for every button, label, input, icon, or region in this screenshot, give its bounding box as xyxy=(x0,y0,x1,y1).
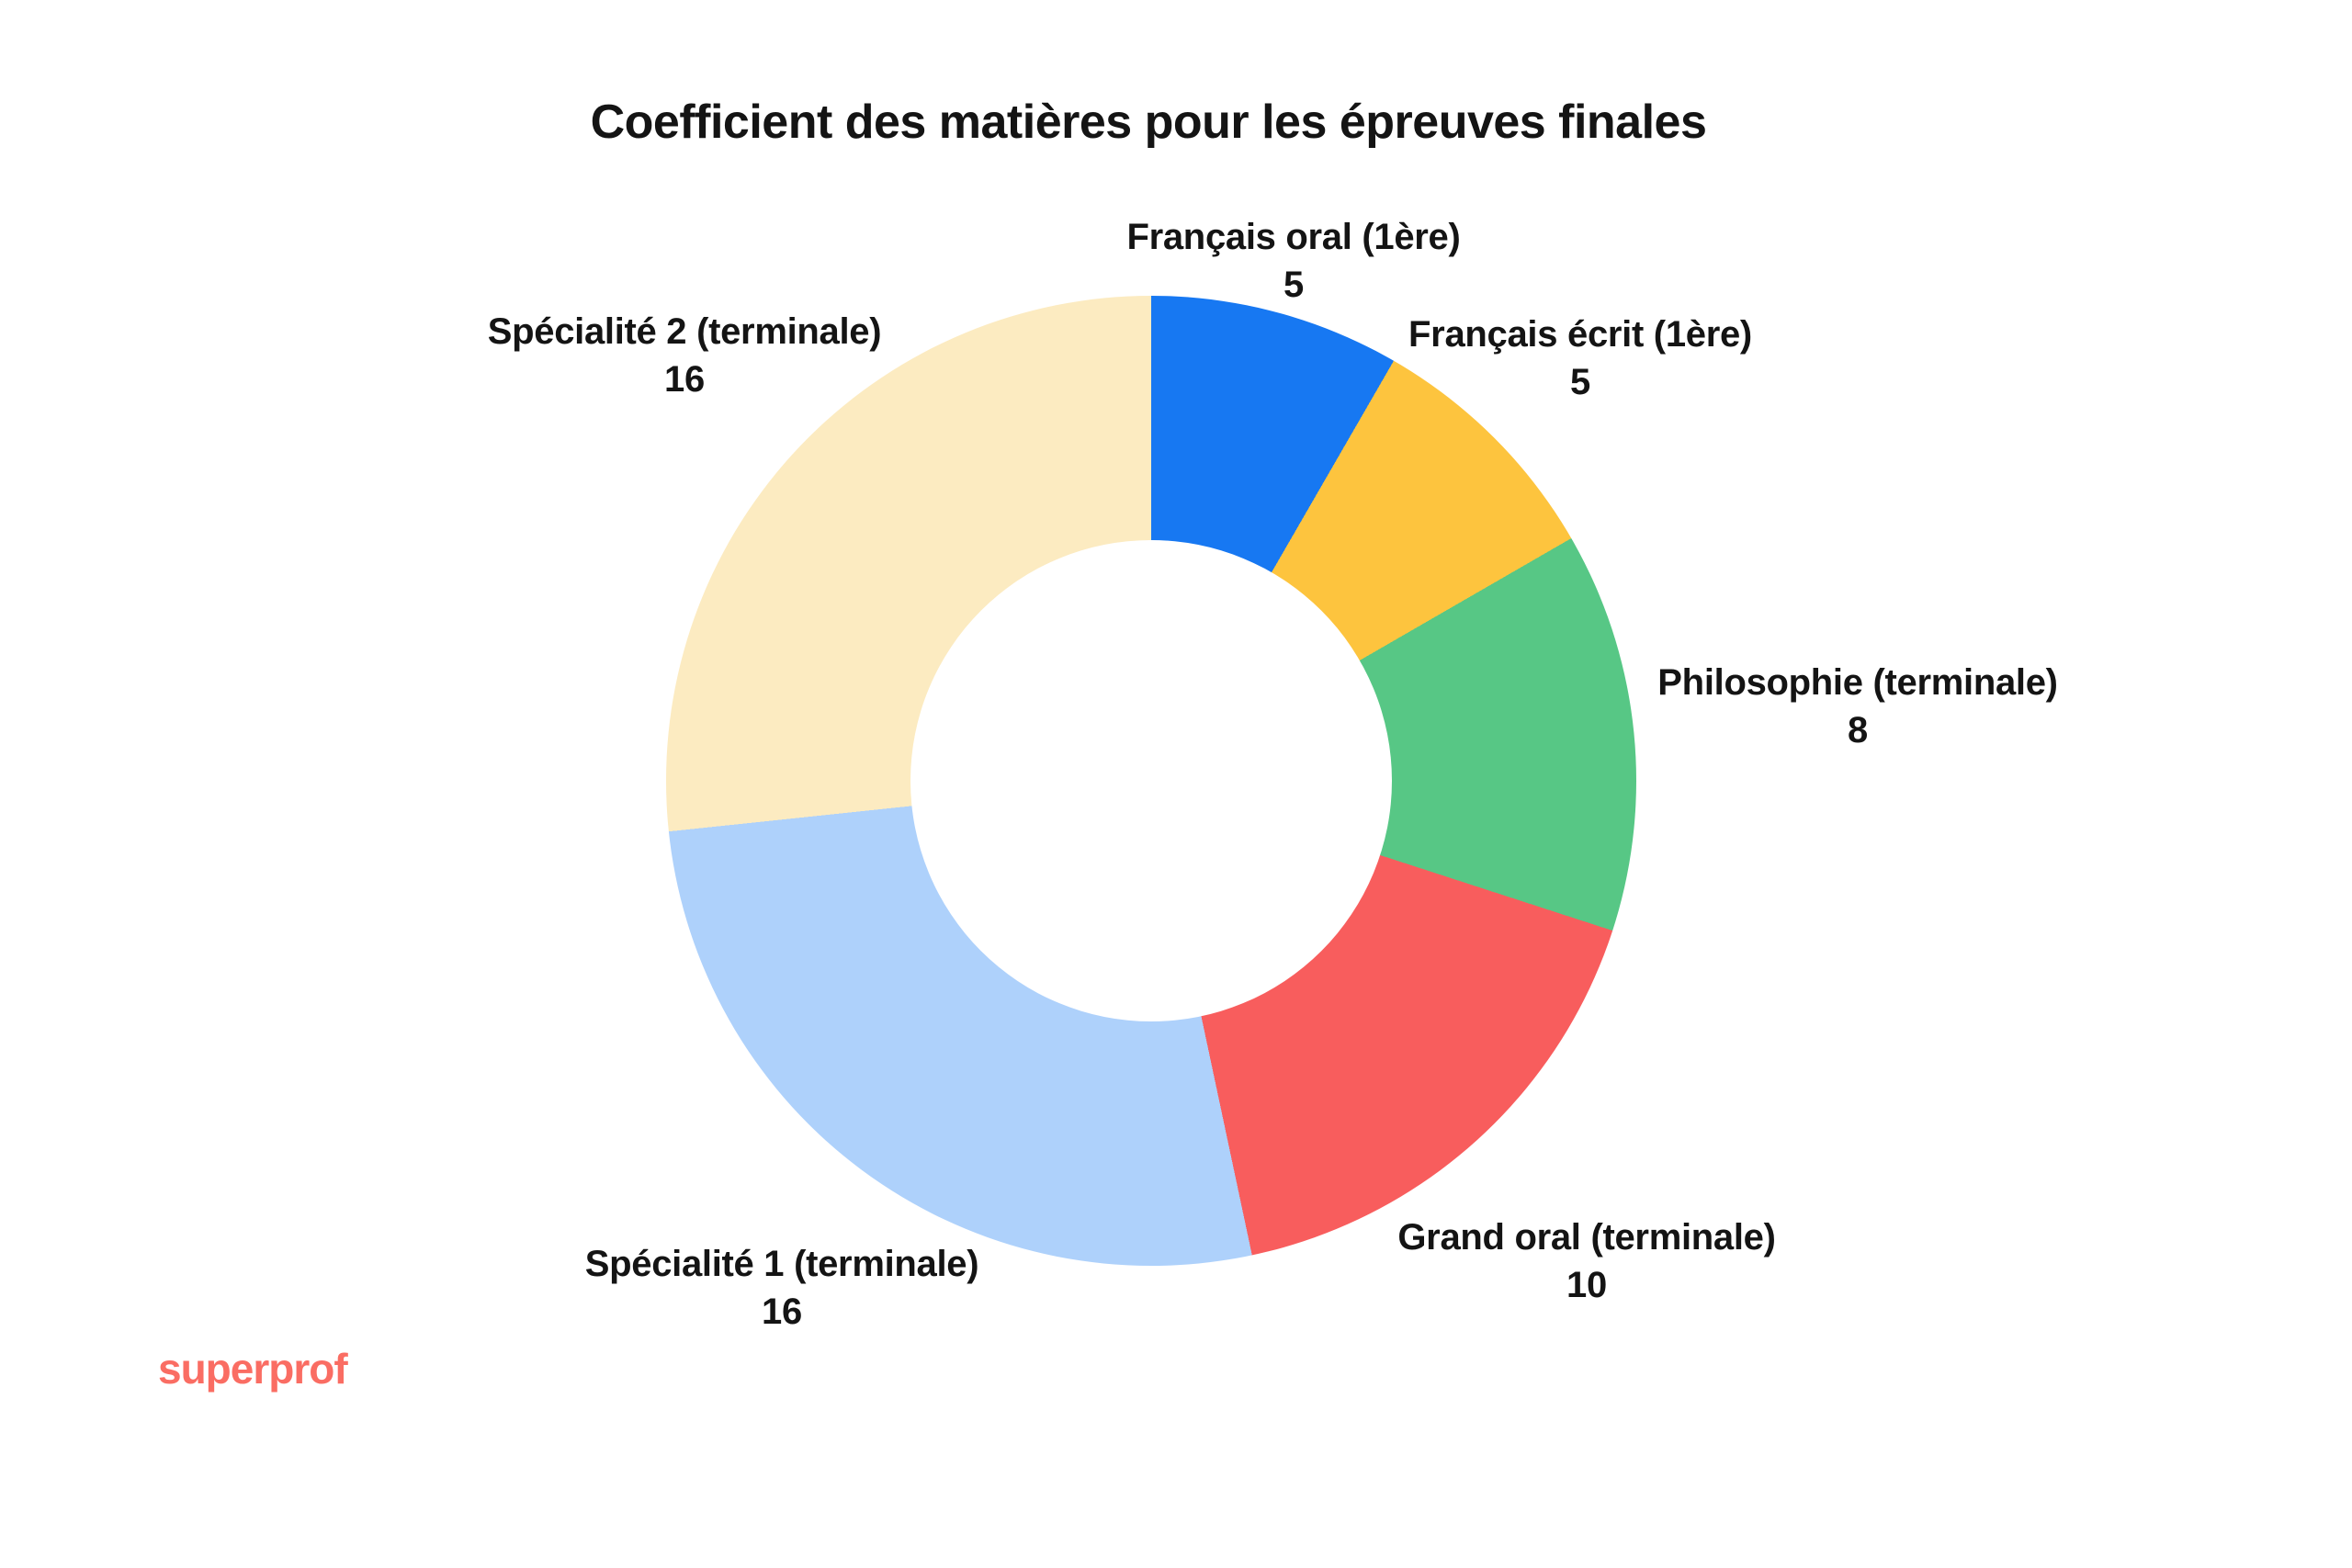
donut-hole xyxy=(910,540,1392,1021)
segment-name: Français écrit (1ère) xyxy=(1408,314,1752,355)
segment-name: Spécialité 1 (terminale) xyxy=(584,1244,979,1284)
segment-label-philosophie: Philosophie (terminale) 8 xyxy=(1657,659,2058,754)
segment-name: Français oral (1ère) xyxy=(1126,217,1461,257)
segment-label-francais-ecrit: Français écrit (1ère) 5 xyxy=(1408,310,1752,406)
segment-label-grand-oral: Grand oral (terminale) 10 xyxy=(1397,1213,1776,1309)
segment-value: 16 xyxy=(762,1292,802,1332)
segment-value: 5 xyxy=(1570,362,1590,402)
segment-name: Grand oral (terminale) xyxy=(1397,1217,1776,1258)
superprof-logo: superprof xyxy=(158,1345,348,1393)
segment-value: 10 xyxy=(1566,1265,1607,1305)
segment-label-specialite-1: Spécialité 1 (terminale) 16 xyxy=(585,1240,979,1336)
segment-name: Philosophie (terminale) xyxy=(1657,662,2058,703)
segment-value: 5 xyxy=(1283,265,1304,305)
segment-value: 8 xyxy=(1848,710,1868,750)
segment-label-francais-oral: Français oral (1ère) 5 xyxy=(1126,213,1460,309)
chart-title: Coefficient des matières pour les épreuv… xyxy=(590,96,1707,149)
segment-value: 16 xyxy=(664,359,705,400)
segment-label-specialite-2: Spécialité 2 (terminale) 16 xyxy=(488,308,882,403)
donut-chart xyxy=(666,296,1636,1266)
segment-name: Spécialité 2 (terminale) xyxy=(487,311,882,352)
